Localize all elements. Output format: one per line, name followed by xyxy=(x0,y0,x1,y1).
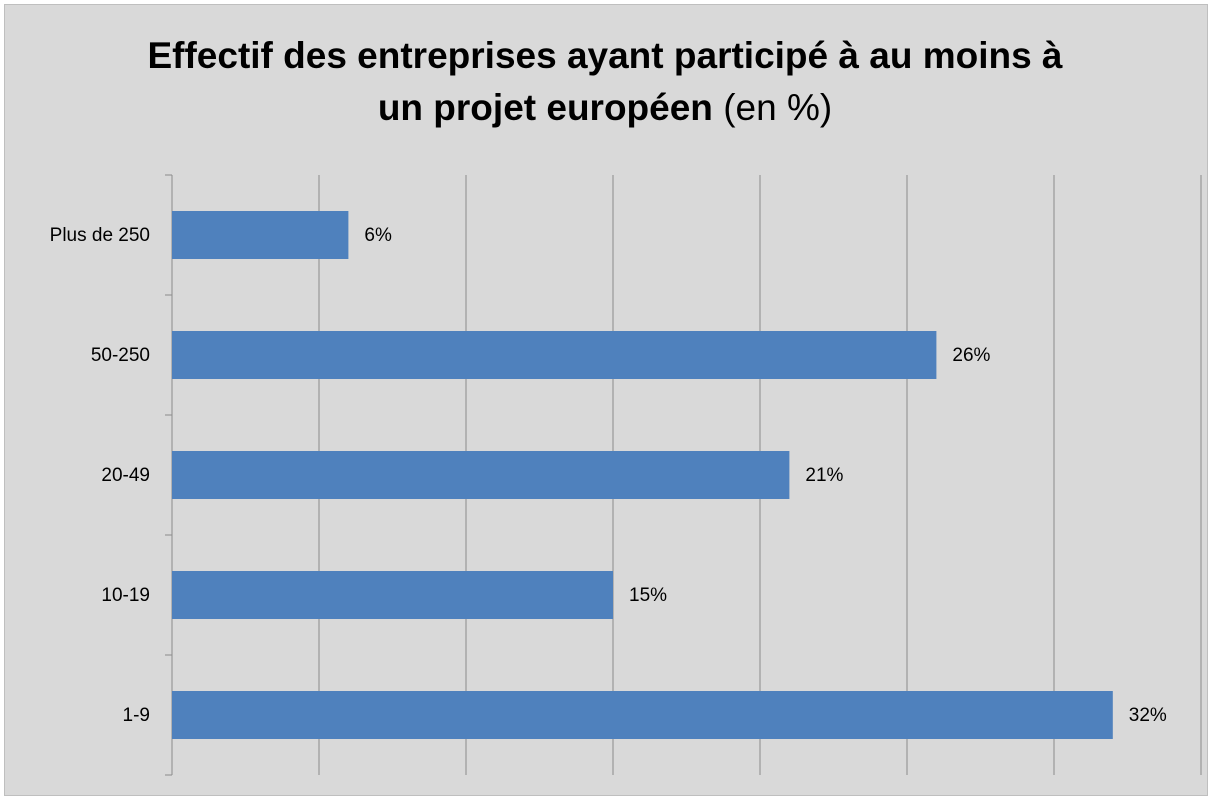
chart-area xyxy=(4,4,1208,796)
value-label: 26% xyxy=(952,345,990,366)
bar xyxy=(172,211,349,259)
bar xyxy=(172,571,613,619)
y-tick-label: 1-9 xyxy=(123,705,150,726)
y-tick-label: 10-19 xyxy=(101,585,150,606)
value-label: 32% xyxy=(1129,705,1167,726)
value-label: 21% xyxy=(805,465,843,486)
y-tick-label: 20-49 xyxy=(101,465,150,486)
y-tick-label: 50-250 xyxy=(91,345,150,366)
title-main: Effectif des entreprises ayant participé… xyxy=(147,35,1063,128)
value-label: 15% xyxy=(629,585,667,606)
chart-title: Effectif des entreprises ayant participé… xyxy=(140,30,1070,134)
bar xyxy=(172,331,937,379)
bar xyxy=(172,691,1113,739)
y-tick-label: Plus de 250 xyxy=(50,225,150,246)
value-label: 6% xyxy=(364,225,392,246)
title-unit: (en %) xyxy=(723,87,833,128)
bar xyxy=(172,451,790,499)
